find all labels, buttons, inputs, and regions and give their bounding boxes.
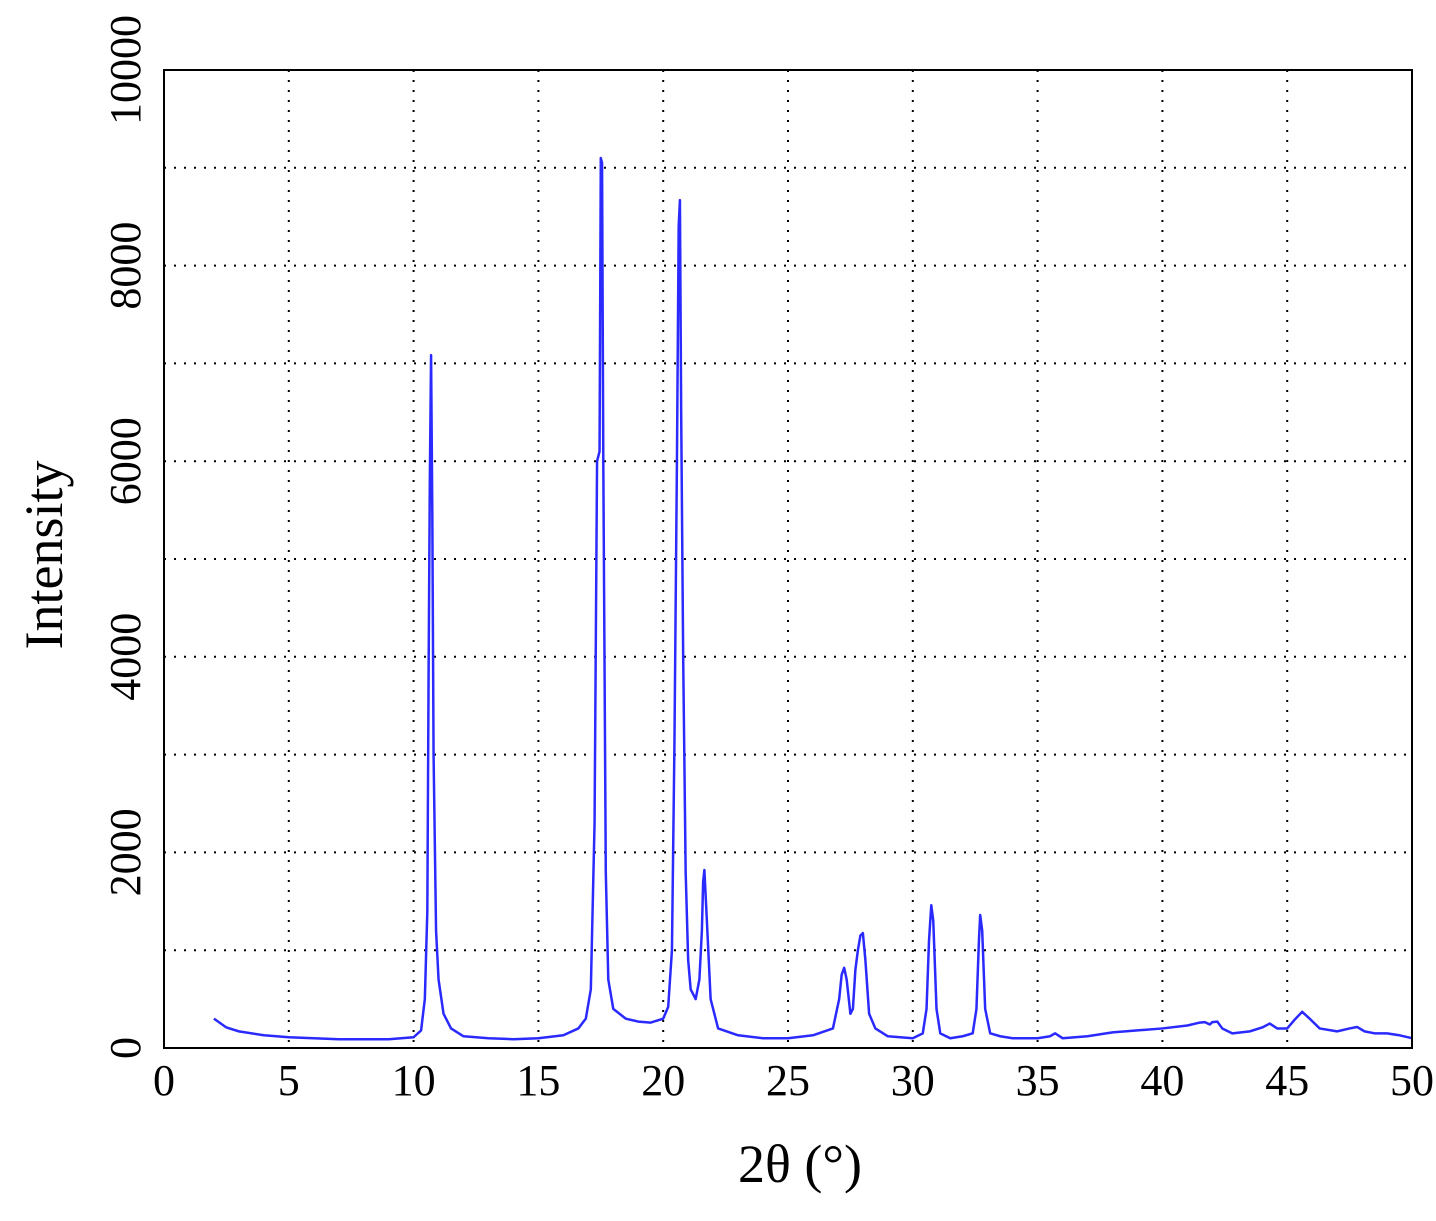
data-line xyxy=(213,156,1413,1041)
y-tick-label: 2000 xyxy=(101,808,150,896)
x-tick-label: 40 xyxy=(1140,1056,1184,1105)
plot-frame xyxy=(163,69,1413,1049)
x-tick-label: 20 xyxy=(641,1056,685,1105)
x-tick-label: 5 xyxy=(278,1056,300,1105)
x-axis-title: 2θ (°) xyxy=(738,1134,862,1194)
y-tick-label: 4000 xyxy=(101,613,150,701)
x-tick-label: 50 xyxy=(1390,1056,1434,1105)
x-tick-label: 35 xyxy=(1016,1056,1060,1105)
x-tick-label: 25 xyxy=(766,1056,810,1105)
y-tick-label: 6000 xyxy=(101,417,150,505)
grid xyxy=(163,70,1413,1048)
x-tick-label: 15 xyxy=(516,1056,560,1105)
x-tick-label: 30 xyxy=(891,1056,935,1105)
x-tick-label: 10 xyxy=(392,1056,436,1105)
plot-area xyxy=(213,156,1413,1041)
y-axis-title: Intensity xyxy=(14,461,74,650)
y-tick-label: 0 xyxy=(101,1037,150,1059)
y-tick-label: 10000 xyxy=(101,15,150,125)
x-tick-label: 0 xyxy=(153,1056,175,1105)
x-tick-label: 45 xyxy=(1265,1056,1309,1105)
y-tick-label: 8000 xyxy=(101,222,150,310)
